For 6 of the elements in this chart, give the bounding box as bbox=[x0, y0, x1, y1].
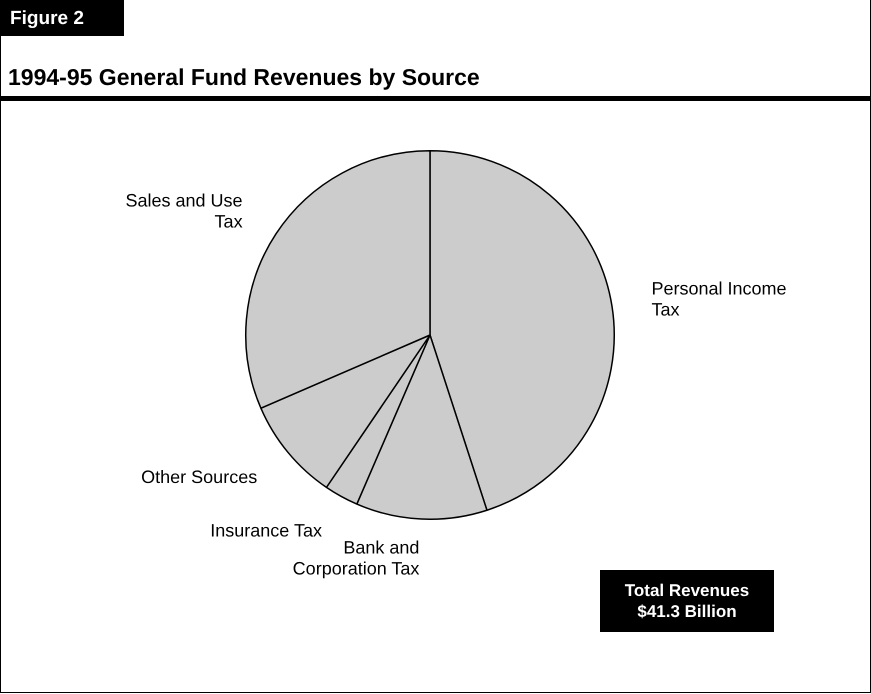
chart-title: 1994-95 General Fund Revenues by Source bbox=[8, 64, 480, 91]
slice-label: Sales and Use Tax bbox=[125, 190, 243, 232]
slice-label: Personal Income Tax bbox=[651, 278, 787, 320]
text: Total Revenues $41.3 Billion bbox=[600, 570, 774, 632]
chart-subtitle: Figure 2 bbox=[0, 0, 124, 36]
slice-label: Other Sources bbox=[141, 466, 258, 487]
